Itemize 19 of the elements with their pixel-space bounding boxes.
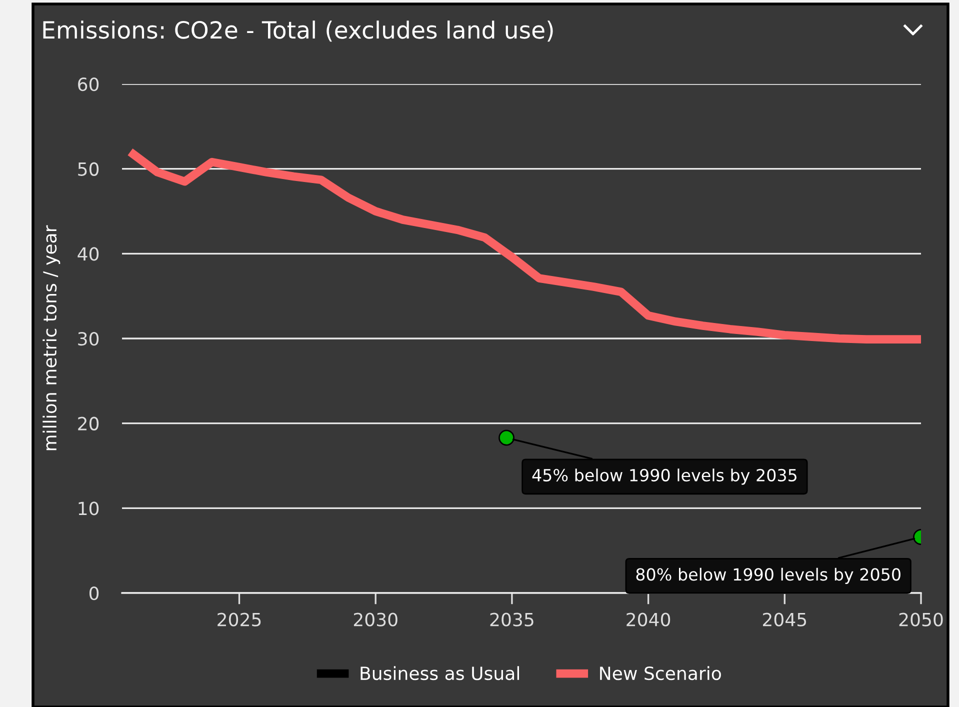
y-axis-title: million metric tons / year	[42, 225, 60, 450]
y-tick-label: 30	[78, 332, 99, 346]
x-tick-label: 2050	[899, 612, 943, 626]
annotation: 45% below 1990 levels by 2035	[532, 468, 796, 485]
annotation: 80% below 1990 levels by 2050	[636, 568, 900, 584]
chart-title: Emissions: CO2e - Total (excludes land use)	[43, 20, 553, 42]
x-tick-label: 2030	[354, 612, 398, 626]
legend-label: New Scenario	[600, 666, 721, 680]
x-tick-label: 2040	[626, 612, 670, 626]
y-tick-label: 0	[89, 586, 99, 600]
x-tick-label: 2035	[490, 612, 534, 626]
y-tick-label: 40	[78, 247, 99, 261]
y-tick-label: 10	[78, 502, 99, 516]
x-tick-label: 2045	[763, 612, 806, 626]
y-tick-label: 60	[78, 77, 99, 92]
legend-label: Business as Usual	[360, 666, 519, 680]
y-tick-label: 50	[78, 162, 99, 176]
x-tick-label: 2025	[218, 612, 261, 626]
y-tick-label: 20	[78, 416, 99, 430]
